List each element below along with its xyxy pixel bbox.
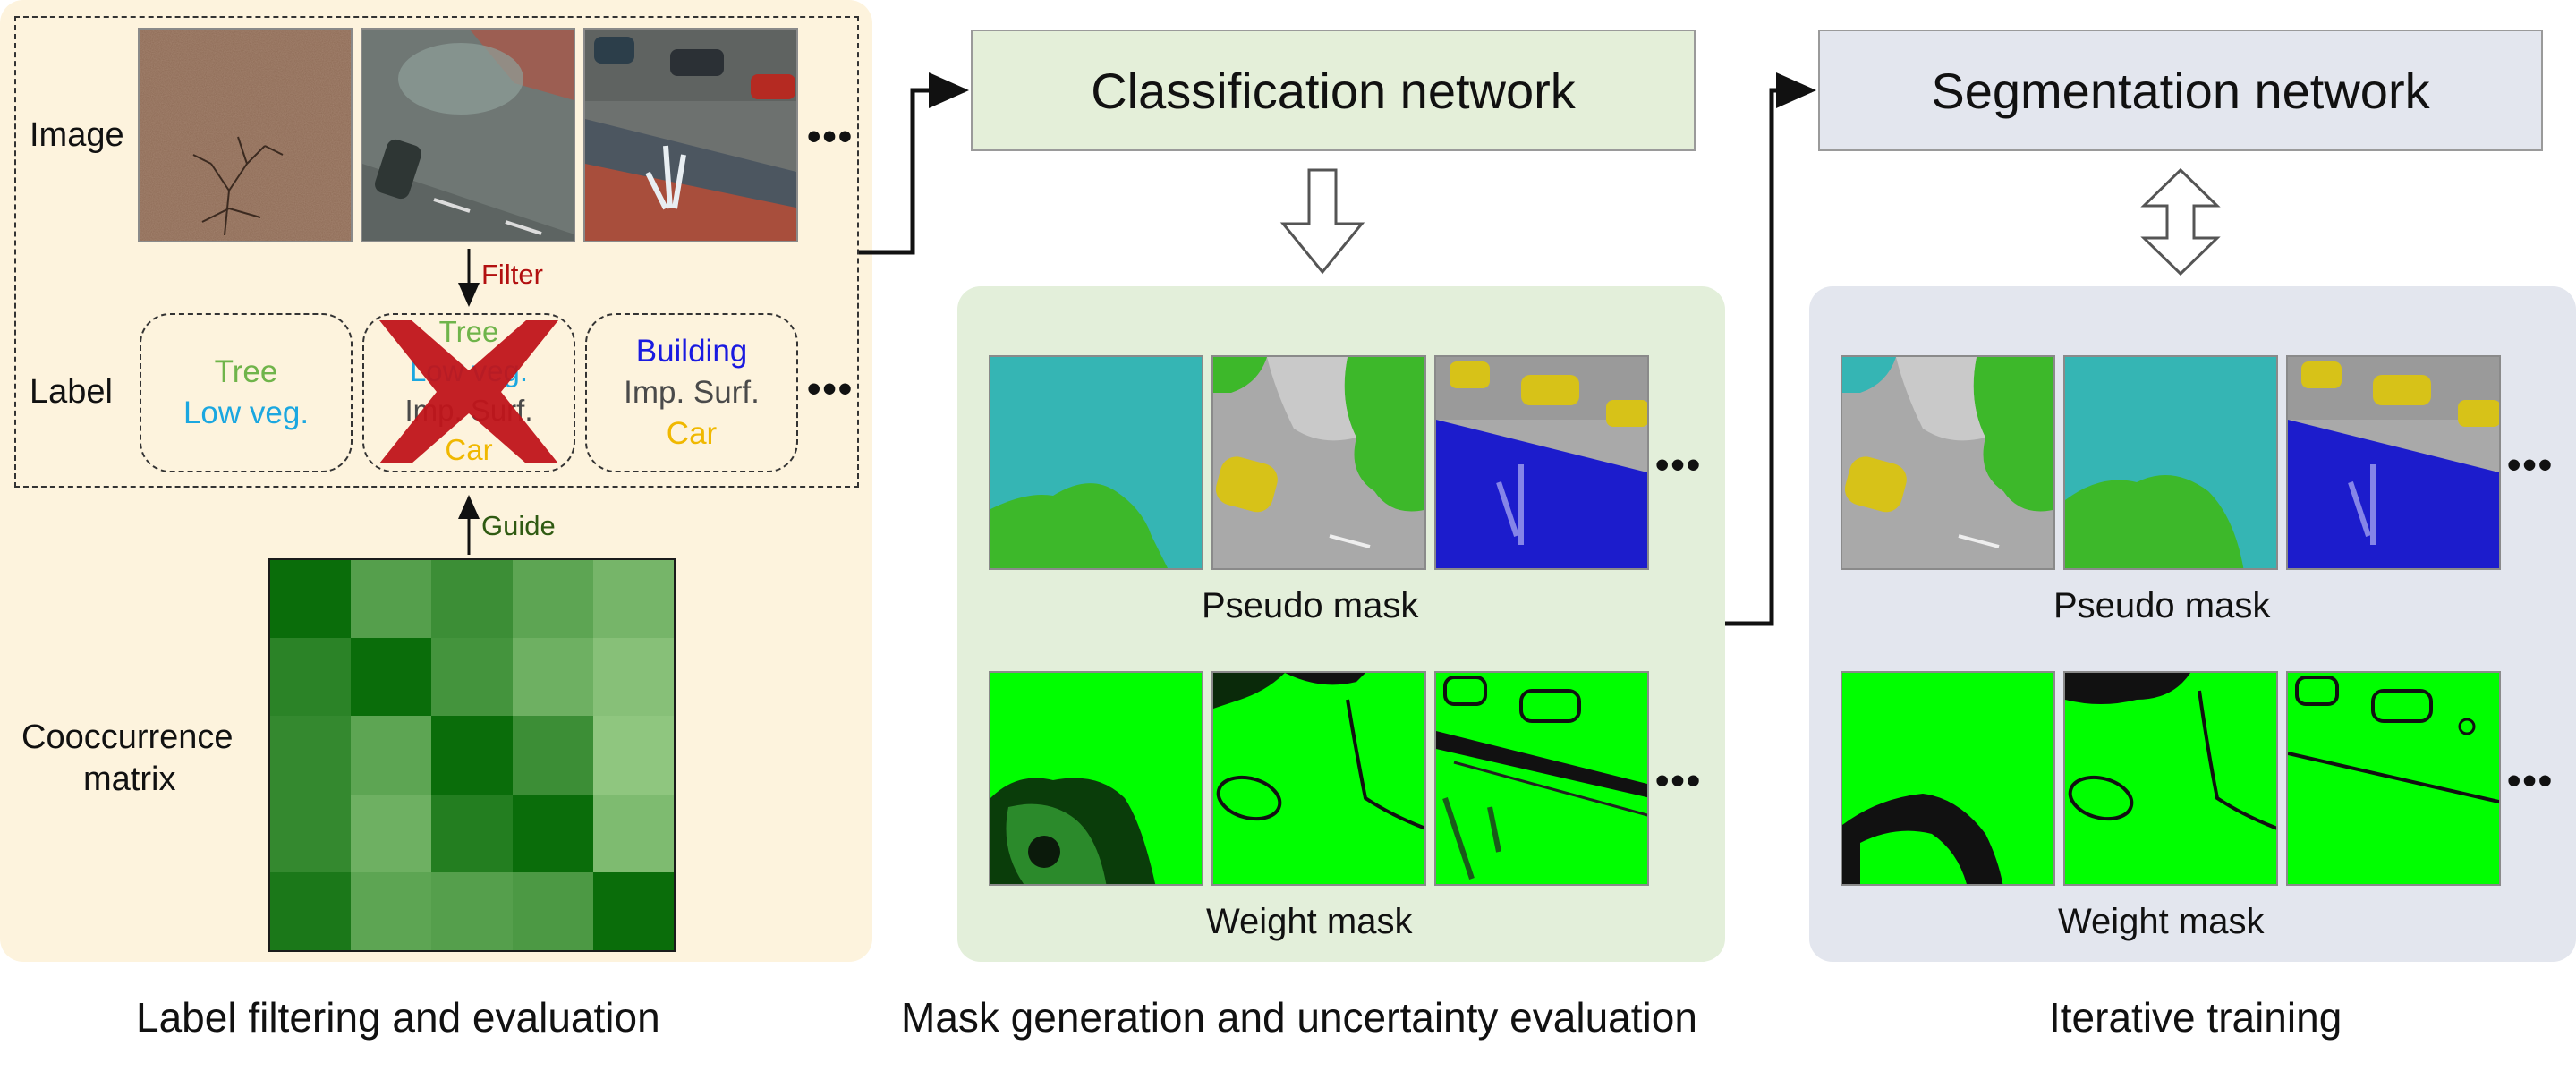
iter-weight-mask-tile-1 (1841, 671, 2055, 886)
label-set-2-rejected (362, 313, 575, 472)
matrix-label-line1: Cooccurrence (21, 718, 234, 756)
matrix-label-line2: matrix (83, 761, 176, 798)
caption-mask-generation: Mask generation and uncertainty evaluati… (901, 994, 1697, 1041)
classification-network-box: Classification network (971, 30, 1696, 151)
matrix-cell (270, 794, 352, 872)
iter-pseudo-mask-tile-1 (1841, 355, 2055, 570)
label-tree: Tree (214, 354, 278, 389)
matrix-cell (351, 638, 432, 717)
weight-mask-tile-2 (1211, 671, 1426, 886)
weight-mask-ellipsis: ••• (1655, 759, 1703, 803)
matrix-cell (351, 560, 432, 639)
iter-weight-mask-tile-3 (2286, 671, 2501, 886)
label-low-veg: Low veg. (183, 395, 310, 430)
matrix-cell (270, 638, 352, 717)
pseudo-mask-tile-1 (989, 355, 1203, 570)
label-set-3-text: Building Imp. Surf. Car (585, 313, 798, 472)
matrix-cell (592, 794, 674, 872)
iter-weight-mask-ellipsis: ••• (2507, 759, 2555, 803)
matrix-cell (592, 871, 674, 950)
matrix-cell (270, 716, 352, 795)
matrix-cell (351, 716, 432, 795)
hollow-down-arrow (1279, 168, 1365, 275)
matrix-cell (351, 871, 432, 950)
iter-pseudo-mask-ellipsis: ••• (2507, 443, 2555, 487)
segmentation-network-label: Segmentation network (1931, 62, 2430, 119)
iter-pseudo-mask-label: Pseudo mask (2053, 586, 2271, 625)
label-set-2-text: Tree Low veg. Imp. Surf. Car (362, 311, 575, 471)
matrix-cell (592, 716, 674, 795)
caption-iterative-training: Iterative training (2049, 994, 2342, 1041)
to-classification-arrow (859, 72, 969, 255)
iter-weight-mask-tile-2 (2063, 671, 2278, 886)
label-set-3 (585, 313, 798, 472)
label-car: Car (445, 433, 493, 466)
matrix-cell (431, 716, 513, 795)
matrix-cell (431, 871, 513, 950)
cooccurrence-matrix (268, 558, 676, 952)
label-imp-surf: Imp. Surf. (404, 394, 533, 427)
image-row-ellipsis: ••• (807, 115, 854, 158)
matrix-cell (512, 638, 593, 717)
row-label-label: Label (30, 373, 113, 411)
iter-pseudo-mask-tile-2 (2063, 355, 2278, 570)
label-building: Building (635, 334, 748, 369)
label-tree: Tree (438, 315, 499, 348)
row-label-image: Image (30, 116, 124, 154)
caption-label-filtering: Label filtering and evaluation (136, 994, 660, 1041)
matrix-cell (512, 871, 593, 950)
matrix-cell (431, 560, 513, 639)
guide-label: Guide (481, 510, 556, 541)
image-label-group (14, 16, 859, 488)
pseudo-mask-tile-2 (1211, 355, 1426, 570)
image-tile-road (361, 28, 575, 242)
matrix-cell (351, 794, 432, 872)
label-row-ellipsis: ••• (807, 367, 854, 411)
matrix-cell (512, 560, 593, 639)
label-set-1-text: Tree Low veg. (140, 313, 353, 472)
filter-label: Filter (481, 259, 543, 290)
weight-mask-tile-3 (1434, 671, 1649, 886)
pseudo-mask-label: Pseudo mask (1202, 586, 1419, 625)
matrix-cell (431, 638, 513, 717)
segmentation-network-box: Segmentation network (1818, 30, 2543, 151)
matrix-cell (592, 638, 674, 717)
image-tile-building (583, 28, 798, 242)
matrix-cell (431, 794, 513, 872)
matrix-cell (592, 560, 674, 639)
matrix-cell (512, 794, 593, 872)
label-car: Car (666, 416, 718, 451)
matrix-cell (512, 716, 593, 795)
label-set-1 (140, 313, 353, 472)
pseudo-mask-ellipsis: ••• (1655, 443, 1703, 487)
classification-network-label: Classification network (1091, 62, 1576, 119)
hollow-double-arrow (2140, 167, 2221, 276)
weight-mask-label: Weight mask (1206, 902, 1413, 941)
image-tile-tree (138, 28, 353, 242)
iter-weight-mask-label: Weight mask (2058, 902, 2265, 941)
label-imp-surf: Imp. Surf. (624, 375, 760, 410)
pseudo-mask-tile-3 (1434, 355, 1649, 570)
to-segmentation-arrow (1725, 72, 1816, 626)
matrix-cell (270, 871, 352, 950)
label-low-veg: Low veg. (409, 354, 529, 387)
weight-mask-tile-1 (989, 671, 1203, 886)
iter-pseudo-mask-tile-3 (2286, 355, 2501, 570)
matrix-cell (270, 560, 352, 639)
